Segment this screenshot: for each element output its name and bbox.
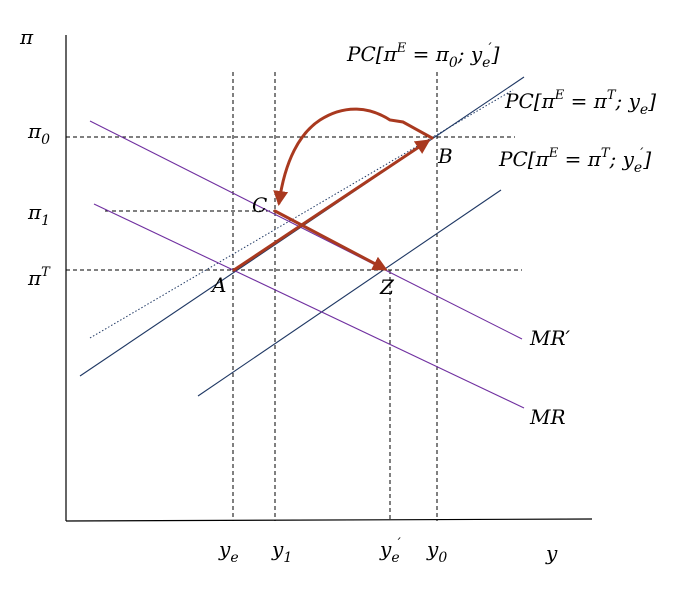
pc-curve-top (89, 89, 514, 339)
mr-curve (93, 203, 525, 409)
tick-y0: y0 (426, 537, 447, 566)
label-pc-top: PC[πE = π0; ye′] (346, 41, 500, 71)
x-axis-label: y (545, 541, 558, 565)
y-axis-label: π (19, 25, 34, 49)
label-pc-low: PC[πE = πT; ye′] (498, 146, 651, 176)
arrow-c-to-z (273, 209, 388, 271)
label-mr-prime: MR′ (529, 326, 571, 350)
tick-pi1: π1 (27, 200, 50, 229)
point-c-label: C (252, 193, 267, 217)
point-z-label: Z (379, 275, 395, 299)
tick-piT: πT (27, 265, 51, 290)
point-a-label: A (210, 273, 226, 297)
tick-pi0: π0 (27, 119, 50, 148)
x-axis (65, 518, 593, 522)
tick-ye-prime: ye′ (379, 536, 402, 566)
label-pc-mid: PC[πE = πT; ye] (504, 88, 656, 118)
mr-prime-curve (89, 120, 523, 340)
tick-ye: ye (218, 537, 239, 566)
point-b-label: B (437, 144, 453, 168)
arrow-a-to-b (232, 139, 431, 272)
pc-curve-low (197, 189, 502, 397)
label-mr: MR (529, 405, 566, 429)
arrow-b-to-c (273, 107, 434, 206)
tick-y1: y1 (271, 537, 292, 566)
